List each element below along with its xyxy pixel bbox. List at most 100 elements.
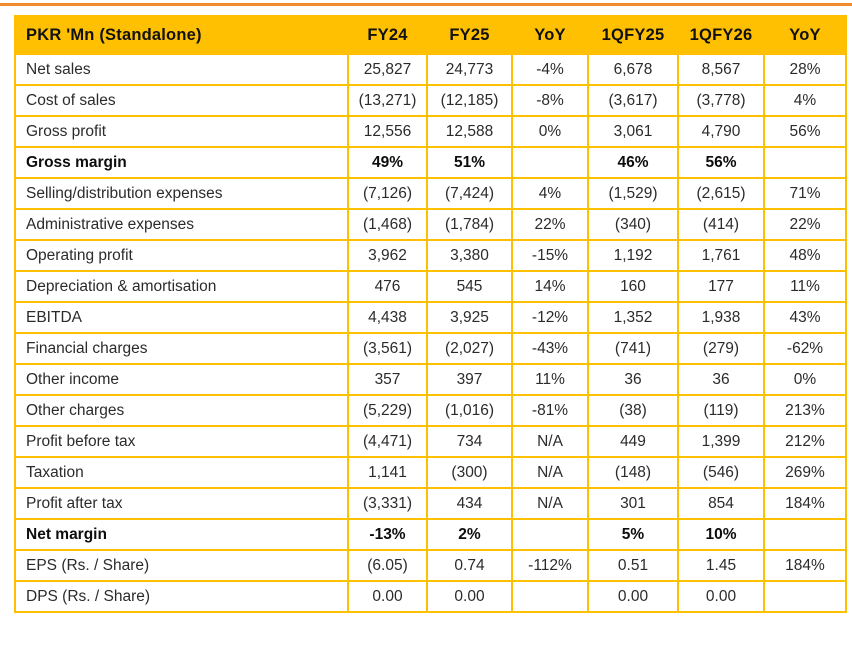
cell-value: (3,778): [677, 84, 765, 117]
cell-value: 71%: [763, 177, 847, 210]
table-row: Other income 357 397 11% 36 36 0%: [14, 363, 847, 396]
row-label: Financial charges: [14, 332, 349, 365]
cell-value: 5%: [587, 518, 679, 551]
cell-value: 24,773: [426, 53, 513, 86]
cell-value: 434: [426, 487, 513, 520]
top-divider: [0, 3, 852, 6]
cell-value: 213%: [763, 394, 847, 427]
cell-value: 449: [587, 425, 679, 458]
row-label: Profit after tax: [14, 487, 349, 520]
cell-value: 1,761: [677, 239, 765, 272]
cell-value: 4%: [763, 84, 847, 117]
cell-value: 3,925: [426, 301, 513, 334]
cell-value: 1,938: [677, 301, 765, 334]
row-label: Other charges: [14, 394, 349, 427]
cell-value: 11%: [763, 270, 847, 303]
table-row: Financial charges (3,561) (2,027) -43% (741)…: [14, 332, 847, 365]
cell-value: 10%: [677, 518, 765, 551]
cell-value: [511, 518, 589, 551]
cell-value: 0.74: [426, 549, 513, 582]
cell-value: (6.05): [347, 549, 428, 582]
cell-value: 0.00: [426, 580, 513, 613]
cell-value: 3,061: [587, 115, 679, 148]
cell-value: (300): [426, 456, 513, 489]
cell-value: -112%: [511, 549, 589, 582]
row-label: Net sales: [14, 53, 349, 86]
col-header-1qfy25: 1QFY25: [587, 15, 679, 55]
table-row: EPS (Rs. / Share) (6.05) 0.74 -112% 0.51 1.45…: [14, 549, 847, 582]
cell-value: (1,784): [426, 208, 513, 241]
cell-value: -43%: [511, 332, 589, 365]
cell-value: N/A: [511, 456, 589, 489]
cell-value: 1,141: [347, 456, 428, 489]
cell-value: 56%: [677, 146, 765, 179]
cell-value: 212%: [763, 425, 847, 458]
cell-value: (4,471): [347, 425, 428, 458]
cell-value: 397: [426, 363, 513, 396]
cell-value: -4%: [511, 53, 589, 86]
row-label: Gross margin: [14, 146, 349, 179]
row-label: Depreciation & amortisation: [14, 270, 349, 303]
cell-value: 357: [347, 363, 428, 396]
cell-value: (2,615): [677, 177, 765, 210]
table-row: Administrative expenses (1,468) (1,784) 22%…: [14, 208, 847, 241]
cell-value: 12,588: [426, 115, 513, 148]
cell-value: (1,529): [587, 177, 679, 210]
cell-value: 4,438: [347, 301, 428, 334]
row-label: EBITDA: [14, 301, 349, 334]
cell-value: 22%: [763, 208, 847, 241]
cell-value: N/A: [511, 425, 589, 458]
table-row: Net sales 25,827 24,773 -4% 6,678 8,567 28%: [14, 53, 847, 86]
table-row: DPS (Rs. / Share) 0.00 0.00 0.00 0.00: [14, 580, 847, 613]
col-header-fy25: FY25: [426, 15, 513, 55]
cell-value: 36: [587, 363, 679, 396]
row-label: Other income: [14, 363, 349, 396]
cell-value: 0.00: [677, 580, 765, 613]
row-label: Net margin: [14, 518, 349, 551]
cell-value: (119): [677, 394, 765, 427]
table-row: Taxation 1,141 (300) N/A (148) (546) 269%: [14, 456, 847, 489]
cell-value: (1,016): [426, 394, 513, 427]
table-row: Gross margin 49% 51% 46% 56%: [14, 146, 847, 179]
col-header-1qfy26: 1QFY26: [677, 15, 765, 55]
cell-value: (340): [587, 208, 679, 241]
row-label: Cost of sales: [14, 84, 349, 117]
cell-value: (2,027): [426, 332, 513, 365]
table-row: Depreciation & amortisation 476 545 14% 160 1…: [14, 270, 847, 303]
cell-value: 0.51: [587, 549, 679, 582]
col-header-fy24: FY24: [347, 15, 428, 55]
cell-value: [763, 518, 847, 551]
cell-value: 28%: [763, 53, 847, 86]
cell-value: 14%: [511, 270, 589, 303]
cell-value: 12,556: [347, 115, 428, 148]
cell-value: 4,790: [677, 115, 765, 148]
table-row: Net margin -13% 2% 5% 10%: [14, 518, 847, 551]
row-label: EPS (Rs. / Share): [14, 549, 349, 582]
cell-value: [511, 580, 589, 613]
row-label: Operating profit: [14, 239, 349, 272]
cell-value: -62%: [763, 332, 847, 365]
cell-value: 0.00: [587, 580, 679, 613]
cell-value: 3,962: [347, 239, 428, 272]
cell-value: 0%: [763, 363, 847, 396]
cell-value: -13%: [347, 518, 428, 551]
cell-value: 734: [426, 425, 513, 458]
cell-value: (414): [677, 208, 765, 241]
financials-table: PKR 'Mn (Standalone) FY24 FY25 YoY 1QFY25 1QF…: [14, 15, 847, 613]
cell-value: (546): [677, 456, 765, 489]
table-row: Operating profit 3,962 3,380 -15% 1,192 1,761…: [14, 239, 847, 272]
cell-value: 1,352: [587, 301, 679, 334]
row-label: DPS (Rs. / Share): [14, 580, 349, 613]
cell-value: -12%: [511, 301, 589, 334]
table-row: Cost of sales (13,271) (12,185) -8% (3,617)(…: [14, 84, 847, 117]
cell-value: (3,561): [347, 332, 428, 365]
cell-value: 3,380: [426, 239, 513, 272]
cell-value: 6,678: [587, 53, 679, 86]
cell-value: 46%: [587, 146, 679, 179]
row-label: Selling/distribution expenses: [14, 177, 349, 210]
table-row: Gross profit 12,556 12,588 0% 3,061 4,790 56%: [14, 115, 847, 148]
col-header-yoy2: YoY: [763, 15, 847, 55]
cell-value: -81%: [511, 394, 589, 427]
header-row: PKR 'Mn (Standalone) FY24 FY25 YoY 1QFY25 1QF…: [14, 15, 847, 55]
table-row: Profit after tax (3,331) 434 N/A 301 854 184%: [14, 487, 847, 520]
